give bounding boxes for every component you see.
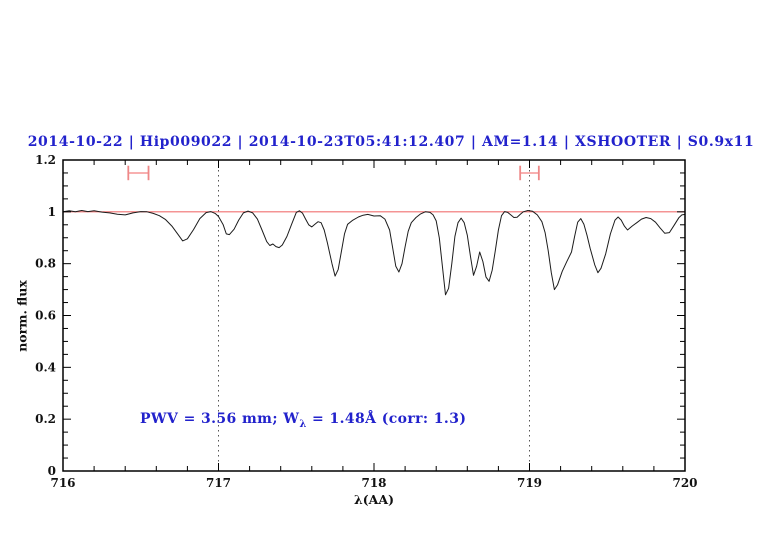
pwv-annotation-sub: λ [299, 418, 307, 430]
svg-text:719: 719 [517, 476, 542, 490]
svg-text:717: 717 [206, 476, 231, 490]
svg-text:0: 0 [48, 464, 56, 478]
svg-text:1.2: 1.2 [35, 153, 56, 167]
pwv-annotation-prefix: PWV = 3.56 mm; W [140, 411, 300, 427]
svg-text:0.8: 0.8 [35, 257, 56, 271]
svg-text:0.6: 0.6 [35, 309, 56, 323]
svg-text:1: 1 [48, 205, 56, 219]
svg-text:720: 720 [672, 476, 697, 490]
axis-ticks [62, 159, 686, 472]
reference-vlines [218, 160, 530, 471]
svg-text:0.4: 0.4 [35, 360, 56, 374]
plot-title: 2014-10-22 | Hip009022 | 2014-10-23T05:4… [27, 134, 755, 150]
pwv-annotation: PWV = 3.56 mm; Wλ = 1.48Å (corr: 1.3) [140, 411, 466, 430]
svg-text:0.2: 0.2 [35, 412, 56, 426]
svg-text:716: 716 [50, 476, 75, 490]
svg-text:718: 718 [361, 476, 386, 490]
spectrum-line [62, 210, 686, 296]
y-tick-labels: 0 0.2 0.4 0.6 0.8 1 1.2 [35, 153, 56, 478]
x-tick-labels: 716 717 718 719 720 [50, 476, 697, 490]
telluric-markers [127, 165, 540, 181]
pwv-annotation-suffix: = 1.48Å (corr: 1.3) [306, 411, 467, 427]
x-axis-label: λ(AA) [354, 492, 394, 507]
